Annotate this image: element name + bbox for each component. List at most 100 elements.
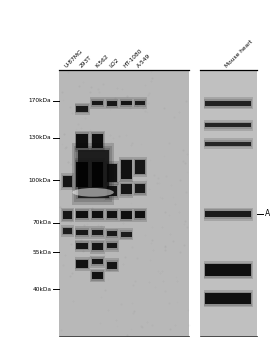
Bar (72, 143, 114, 205)
Bar (75, 103, 90, 115)
Bar (204, 290, 253, 307)
Bar (133, 208, 147, 222)
Bar (204, 292, 252, 306)
Bar (91, 257, 104, 266)
Bar (120, 99, 133, 107)
Bar (59, 70, 189, 336)
Bar (75, 160, 89, 189)
Bar (75, 257, 90, 271)
Bar (204, 208, 253, 221)
Text: U-87MG: U-87MG (64, 48, 84, 68)
Bar (76, 211, 88, 218)
Bar (121, 232, 132, 237)
Bar (92, 272, 103, 279)
Bar (74, 146, 112, 202)
Bar (120, 209, 133, 220)
Bar (90, 97, 105, 109)
Bar (91, 99, 104, 107)
Bar (107, 261, 117, 269)
Bar (107, 231, 117, 236)
Bar (106, 229, 118, 238)
Bar (75, 208, 90, 222)
Bar (90, 226, 105, 239)
Bar (134, 160, 145, 174)
Bar (107, 164, 117, 182)
Bar (76, 230, 88, 236)
Text: 70kDa: 70kDa (32, 220, 51, 225)
Bar (63, 211, 72, 219)
Text: HT-1080: HT-1080 (123, 47, 143, 68)
Text: 40kDa: 40kDa (32, 287, 51, 292)
Bar (134, 159, 146, 175)
Bar (62, 209, 73, 220)
Bar (107, 243, 117, 248)
Bar (119, 181, 133, 198)
Bar (204, 99, 252, 107)
Bar (105, 161, 119, 185)
Bar (90, 256, 105, 267)
Bar (76, 162, 88, 187)
Bar (107, 100, 117, 106)
Bar (75, 132, 89, 150)
Bar (106, 184, 118, 198)
Bar (205, 211, 251, 217)
Text: LO2: LO2 (108, 57, 120, 68)
Text: 100kDa: 100kDa (29, 178, 51, 183)
Bar (106, 260, 118, 271)
Bar (92, 134, 103, 148)
Bar (92, 162, 103, 187)
Bar (91, 241, 104, 252)
Bar (92, 259, 103, 264)
Bar (134, 183, 146, 195)
Bar (75, 209, 89, 220)
Bar (134, 209, 146, 220)
Bar (121, 160, 132, 179)
Bar (63, 228, 72, 233)
Bar (204, 262, 252, 278)
Bar (205, 142, 251, 146)
Bar (133, 97, 147, 109)
Bar (134, 184, 145, 193)
Bar (76, 134, 88, 148)
Bar (91, 209, 104, 220)
Bar (134, 99, 146, 107)
Bar (62, 226, 73, 235)
Bar (90, 131, 105, 152)
Bar (105, 208, 119, 222)
Bar (121, 184, 132, 195)
Ellipse shape (72, 188, 114, 197)
Bar (90, 240, 105, 254)
Bar (91, 271, 104, 281)
Bar (119, 97, 133, 109)
Bar (90, 208, 105, 222)
Bar (62, 175, 73, 188)
Bar (107, 186, 117, 196)
Text: 55kDa: 55kDa (32, 250, 51, 255)
Bar (90, 159, 105, 190)
Bar (92, 243, 103, 250)
Text: A-549: A-549 (136, 52, 152, 68)
Bar (90, 269, 105, 282)
Bar (107, 211, 117, 218)
Bar (134, 211, 145, 218)
Bar (75, 240, 90, 252)
Bar (75, 228, 89, 237)
Bar (105, 258, 119, 272)
Bar (119, 229, 133, 240)
Bar (205, 123, 251, 127)
Bar (106, 209, 118, 220)
Bar (75, 131, 90, 152)
Bar (91, 132, 104, 150)
Bar (204, 140, 252, 147)
Bar (77, 150, 109, 198)
Bar (106, 163, 118, 183)
Text: K-562: K-562 (94, 53, 109, 68)
Bar (105, 97, 119, 109)
Bar (61, 173, 74, 190)
Bar (119, 208, 133, 222)
Bar (106, 99, 118, 107)
Bar (205, 264, 251, 276)
Bar (205, 293, 251, 304)
Text: Mouse heart: Mouse heart (225, 38, 254, 68)
Bar (76, 106, 88, 112)
